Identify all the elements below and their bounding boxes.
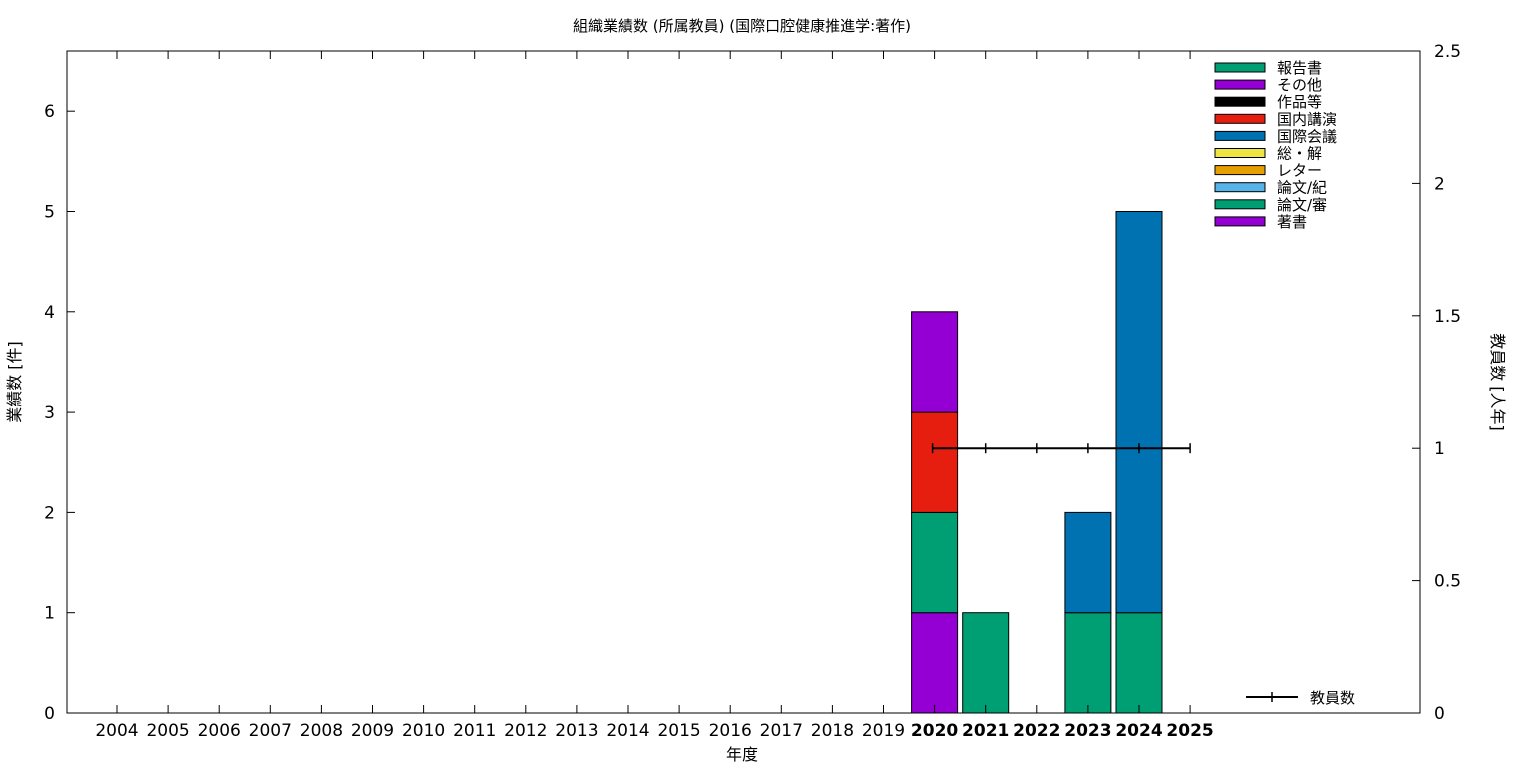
y-tick-label: 0 [44,704,55,724]
bar-segment [911,411,959,513]
bar-segment [911,311,959,413]
y-axis-label: 業績数 [件] [5,341,24,423]
x-tick-label: 2009 [351,721,394,741]
x-tick-label: 2005 [146,721,189,741]
x-tick-label: 2015 [657,721,700,741]
legend-line-label: 教員数 [1310,689,1355,707]
legend-label: その他 [1277,76,1322,94]
legend-label: 作品等 [1277,93,1322,111]
legend-swatch [1214,148,1266,158]
legend-label: 総・解 [1277,145,1322,163]
y-tick-label: 2 [44,503,55,523]
legend-label: 論文/審 [1277,196,1327,214]
y2-tick-label: 2.5 [1434,42,1461,62]
x-tick-label: 2025 [1166,721,1213,741]
x-tick-label: 2011 [453,721,496,741]
legend-swatch [1214,96,1266,107]
x-tick-label: 2007 [249,721,292,741]
legend-swatch [1214,62,1266,73]
y2-axis-label: 教員数 [人年] [1488,333,1507,431]
legend-label: 報告書 [1277,59,1322,77]
y-tick-label: 6 [44,102,55,122]
y-tick-label: 5 [44,202,55,222]
x-tick-label: 2017 [760,721,803,741]
legend-label: 著書 [1277,213,1307,231]
y2-tick-label: 0 [1434,704,1445,724]
y2-tick-label: 1 [1434,439,1445,459]
legend-swatch [1214,130,1266,141]
y2-tick-label: 0.5 [1434,572,1461,592]
legend-label: 国内講演 [1277,110,1337,128]
legend-swatch [1214,79,1266,90]
x-tick-label: 2024 [1115,721,1162,741]
legend-swatch [1214,113,1266,124]
bar-segment [1064,612,1112,714]
x-tick-label: 2019 [862,721,905,741]
line-layer [931,443,1191,454]
chart-title: 組織業績数 (所属教員) (国際口腔健康推進学:著作) [573,17,911,35]
legend-swatch [1214,199,1266,210]
legend-label: 国際会議 [1277,127,1337,145]
y-tick-label: 4 [44,303,55,323]
ticks-layer: 0 1 2 3 4 5 6 0 0.5 1 1.5 2 2.5 2004 2005 2006 2007 2008 2… [44,42,1461,741]
bar-segment [911,511,959,614]
bar-segment [1115,210,1163,614]
y2-tick-label: 1.5 [1434,307,1461,327]
bar-segment [962,612,1010,714]
bar-segment [911,612,959,714]
x-tick-label: 2006 [198,721,241,741]
x-tick-label: 2016 [709,721,752,741]
y2-tick-label: 2 [1434,174,1445,194]
x-axis-label: 年度 [726,745,758,764]
x-tick-label: 2012 [504,721,547,741]
bar-segment [1064,511,1112,614]
x-tick-label: 2022 [1013,721,1060,741]
x-tick-label: 2023 [1064,721,1111,741]
y-tick-label: 1 [44,604,55,624]
legend-label: レター [1277,162,1322,180]
x-tick-label: 2013 [555,721,598,741]
plot-frame [66,50,1421,714]
x-tick-label: 2004 [95,721,138,741]
legend-swatch [1214,165,1266,176]
x-tick-label: 2010 [402,721,445,741]
bars-layer [911,210,1163,714]
legend-label: 論文/紀 [1277,179,1327,197]
x-tick-label: 2018 [811,721,854,741]
legend-swatch [1214,216,1266,227]
x-tick-label: 2014 [606,721,649,741]
bar-segment [1115,612,1163,714]
x-tick-label: 2021 [962,721,1009,741]
legend-swatch [1214,182,1266,193]
x-tick-label: 2020 [911,721,958,741]
x-tick-label: 2008 [300,721,343,741]
y-tick-label: 3 [44,403,55,423]
